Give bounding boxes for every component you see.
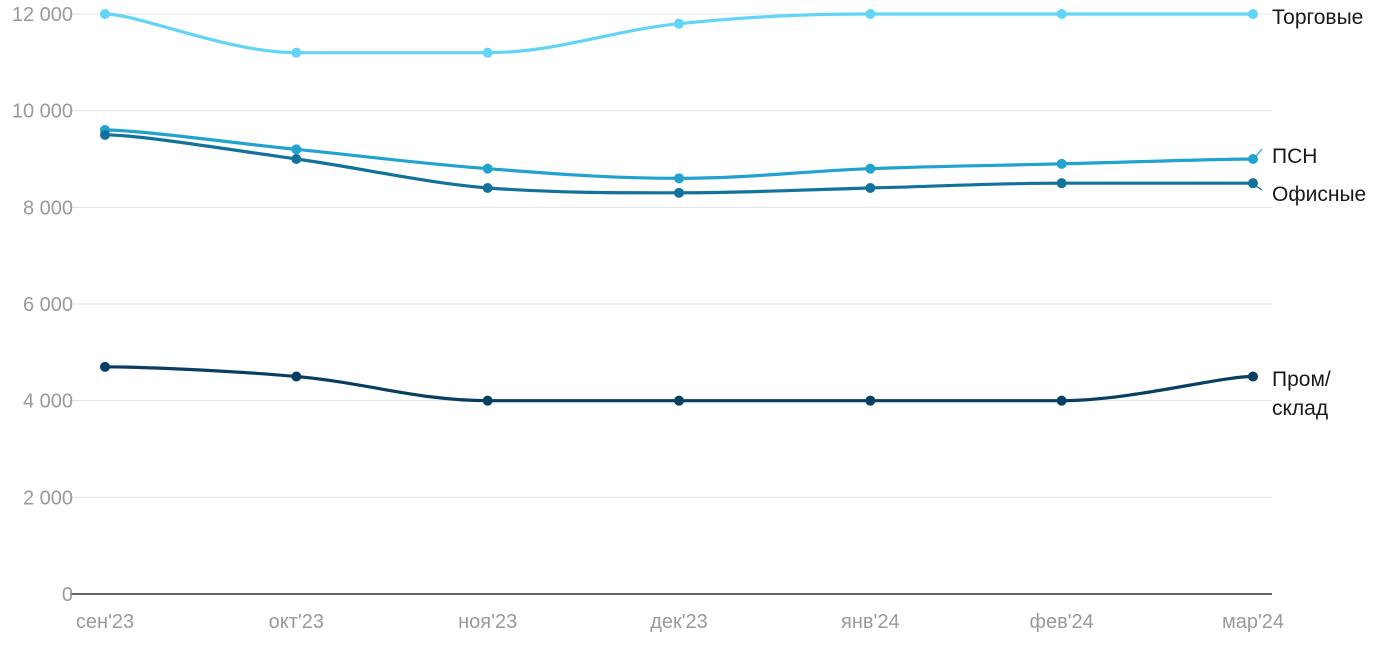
x-tick-label: дек'23 [650,611,708,633]
y-tick-label: 4 000 [23,391,73,413]
x-tick-label: мар'24 [1222,611,1284,633]
data-point [674,187,684,198]
series-label-line: склад [1272,397,1328,420]
data-point [674,395,684,406]
x-tick-label: сен'23 [76,611,134,633]
y-axis: 0 2 000 4 000 6 000 8 000 10 000 12 000 [12,4,73,606]
data-point [291,47,302,58]
y-tick-label: 0 [62,584,73,606]
y-tick-label: 12 000 [12,4,73,26]
data-point [1056,178,1067,189]
y-tick-label: 6 000 [23,294,73,316]
series-label: Офисные [1272,183,1366,206]
data-point [291,144,302,155]
x-axis: сен'23 окт'23 ноя'23 дек'23 янв'24 фев'24 мар'… [76,611,1284,633]
label-leader [1255,185,1263,191]
data-point [674,18,684,29]
series-label: Пром/склад [1272,368,1331,420]
data-point [100,129,110,140]
series-labels: Торговые ПСН Офисные Пром/склад [1255,6,1366,420]
x-tick-label: фев'24 [1030,611,1094,633]
data-point [674,173,684,184]
y-tick-label: 8 000 [23,197,73,219]
data-point [1248,9,1258,19]
data-point [1248,154,1258,164]
x-tick-label: окт'23 [269,611,324,633]
label-leader [1255,148,1263,157]
series-label-line: Пром/ [1272,368,1331,391]
data-point [100,9,110,19]
x-tick-label: ноя'23 [458,611,517,633]
data-point [1248,178,1258,189]
grid [70,13,1272,595]
series-label: ПСН [1272,145,1317,168]
y-tick-label: 10 000 [12,101,73,123]
data-point [100,361,110,372]
data-point [865,395,876,406]
data-point [482,395,493,406]
data-point [1056,158,1067,169]
data-point [1056,395,1067,406]
data-point [1056,9,1067,19]
data-point [482,183,493,193]
series-line [103,128,1255,180]
data-point [865,9,876,19]
data-point [291,154,302,164]
data-point [865,163,876,174]
x-tick-label: янв'24 [841,611,900,633]
data-point [291,371,302,382]
data-point [1248,371,1258,382]
data-point [482,47,493,58]
series-line [103,365,1255,403]
data-point [482,163,493,174]
series-group [100,9,1258,406]
data-point [865,183,876,193]
series-label: Торговые [1272,6,1363,29]
y-tick-label: 2 000 [23,487,73,509]
